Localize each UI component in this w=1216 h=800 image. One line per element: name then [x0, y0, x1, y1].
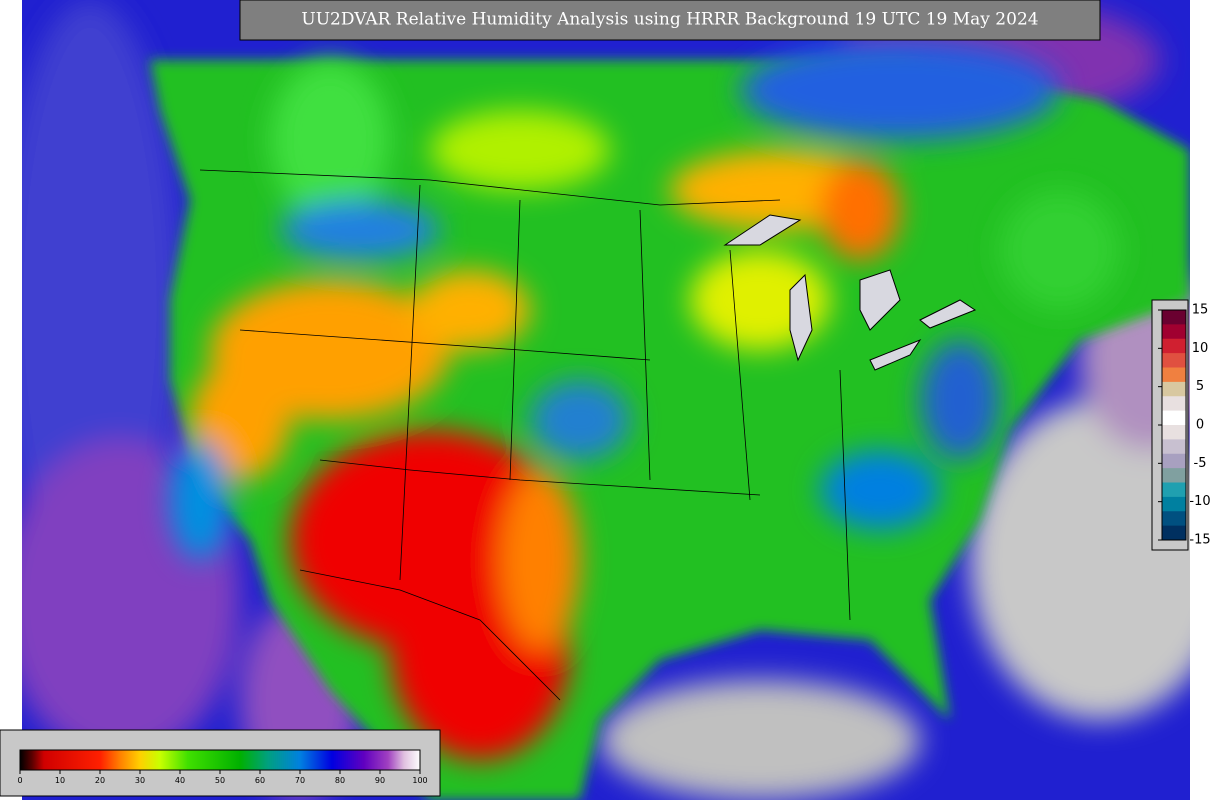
- difference-colorbar: 15 10 5 0 -5 -10 -15: [1158, 303, 1211, 548]
- color-swatch: [1162, 468, 1186, 483]
- color-swatch: [1162, 310, 1186, 325]
- color-swatch: [1162, 439, 1186, 455]
- tick-label: 20: [95, 776, 105, 785]
- color-swatch: [1162, 511, 1186, 527]
- title-box: [239, 0, 1101, 41]
- color-swatch: [1162, 425, 1186, 440]
- tick-label: 30: [135, 776, 145, 785]
- color-swatch: [1162, 396, 1186, 412]
- borders: [199, 169, 851, 701]
- color-swatch: [1162, 482, 1186, 498]
- tick-label: -15: [1189, 533, 1210, 548]
- color-swatch: [1162, 525, 1186, 541]
- map-title: UU2DVAR Relative Humidity Analysis using…: [301, 10, 1038, 30]
- color-swatch: [1162, 324, 1186, 340]
- great-lakes: [723, 214, 977, 371]
- tick-label: 0: [1196, 418, 1204, 433]
- tick-label: 40: [175, 776, 185, 785]
- humidity-colorbar: [19, 749, 421, 771]
- tick-label: 50: [215, 776, 225, 785]
- color-swatch: [1162, 453, 1186, 469]
- tick-label: 10: [1192, 341, 1209, 356]
- tick-label: -10: [1189, 494, 1210, 509]
- tick-label: 70: [295, 776, 305, 785]
- tick-label: 100: [412, 776, 427, 785]
- tick-label: 0: [17, 776, 22, 785]
- tick-label: 60: [255, 776, 265, 785]
- color-swatch: [1162, 353, 1186, 368]
- tick-label: 90: [375, 776, 385, 785]
- color-swatch: [1162, 338, 1186, 354]
- color-swatch: [1162, 496, 1186, 512]
- tick-label: 15: [1192, 303, 1209, 318]
- tick-label: 10: [55, 776, 65, 785]
- tick-label: 80: [335, 776, 345, 785]
- tick-label: 5: [1196, 379, 1204, 394]
- color-swatch: [1162, 367, 1186, 383]
- color-swatch: [1162, 381, 1186, 397]
- tick-label: -5: [1194, 456, 1207, 471]
- color-swatch: [1162, 410, 1186, 426]
